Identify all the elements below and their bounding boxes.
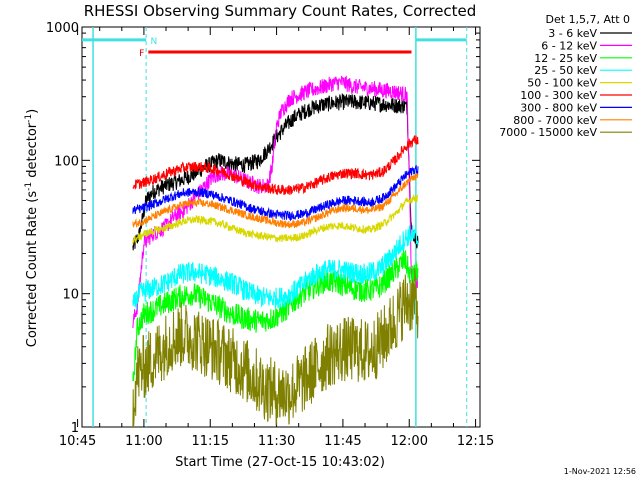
x-tick-label: 11:00 [125,434,162,449]
y-axis-label-main: Corrected Count Rate (s [25,191,40,348]
legend-label-7000-15000-kev: 7000 - 15000 keV [499,126,597,139]
x-axis-label: Start Time (27-Oct-15 10:43:02) [175,455,385,470]
flare-label: F [139,49,144,59]
legend-label-6-12-kev: 6 - 12 keV [541,39,597,52]
x-tick-label: 11:45 [324,434,361,449]
y-axis-label-exp1: -1 [24,182,34,191]
x-tick-label: 12:00 [391,434,428,449]
y-axis-label-end: ) [25,109,40,114]
legend-label-100-300-kev: 100 - 300 keV [520,89,597,102]
series-line-25-50-kev [132,224,419,311]
series-line-12-25-kev [132,249,419,382]
y-axis-label-mid: detector [25,122,40,182]
legend-label-800-7000-kev: 800 - 7000 keV [513,114,597,127]
night-label: N [151,37,158,47]
plot-area: 1 10 100 1000 10:45 11:00 11:15 11:30 11:45 12:00… [46,21,494,449]
legend-label-25-50-kev: 25 - 50 keV [534,64,597,77]
legend-title: Det 1,5,7, Att 0 [546,13,630,26]
series-line-7000-15000-kev [132,268,419,427]
y-tick-label: 10 [62,288,79,303]
y-axis-label: Corrected Count Rate (s-1 detector-1) [24,109,40,347]
y-axis-label-exp2: -1 [24,114,34,123]
legend-label-12-25-kev: 12 - 25 keV [534,52,597,65]
x-tick-label: 11:30 [258,434,295,449]
y-tick-label: 100 [54,154,79,169]
legend-label-300-800-kev: 300 - 800 keV [520,101,597,114]
x-tick-label: 12:15 [457,434,494,449]
legend-label-50-100-kev: 50 - 100 keV [527,77,597,90]
legend-label-3-6-kev: 3 - 6 keV [548,27,597,40]
series-line-6-12-kev [132,75,419,329]
series-line-50-100-kev [132,194,419,245]
series-line-100-300-kev [132,135,419,196]
plot-frame [81,26,481,428]
series-line-800-7000-kev [132,173,419,229]
y-tick-label: 1 [71,421,79,436]
y-tick-label: 1000 [46,21,79,36]
chart-title: RHESSI Observing Summary Count Rates, Co… [84,2,477,20]
series-line-300-800-kev [132,165,419,222]
x-tick-label: 10:45 [59,434,96,449]
timestamp: 1-Nov-2021 12:56 [564,467,636,476]
x-tick-label: 11:15 [192,434,229,449]
